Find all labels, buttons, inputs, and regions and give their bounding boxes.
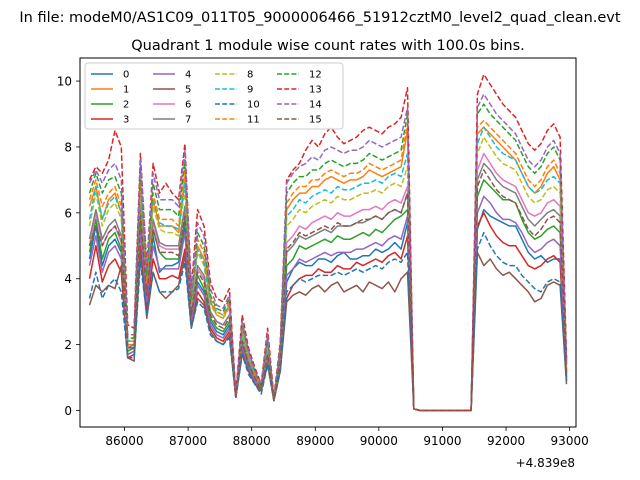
- x-tick-label: 88000: [233, 434, 271, 448]
- series-line-9: [88, 126, 568, 412]
- legend-label-10: 10: [247, 100, 260, 111]
- x-tick-label: 89000: [296, 434, 334, 448]
- x-tick-label: 86000: [105, 434, 143, 448]
- y-tick-label: 4: [64, 272, 72, 286]
- x-offset-label: +4.839e8: [516, 456, 575, 470]
- legend-label-5: 5: [185, 85, 191, 96]
- series-line-6: [88, 152, 568, 412]
- legend-label-14: 14: [309, 100, 322, 111]
- legend-label-15: 15: [309, 115, 322, 126]
- legend-label-8: 8: [247, 70, 253, 81]
- legend-label-2: 2: [123, 100, 129, 111]
- series-line-11: [88, 119, 568, 412]
- x-tick-label: 90000: [360, 434, 398, 448]
- series-line-3: [88, 212, 568, 412]
- series-line-12: [88, 103, 568, 412]
- legend-box: [84, 62, 344, 130]
- plot-frame: [79, 57, 577, 428]
- series-line-13: [88, 73, 568, 412]
- y-tick-label: 10: [57, 75, 72, 89]
- legend-label-6: 6: [185, 100, 191, 111]
- x-tick-label: 92000: [487, 434, 525, 448]
- legend-label-7: 7: [185, 115, 191, 126]
- y-tick-label: 6: [64, 206, 72, 220]
- legend-label-9: 9: [247, 85, 253, 96]
- series-line-15: [88, 169, 568, 412]
- series-line-2: [88, 179, 568, 412]
- x-tick-label: 93000: [551, 434, 589, 448]
- series-line-10: [88, 231, 568, 412]
- series-line-0: [88, 208, 568, 412]
- series-line-5: [88, 251, 568, 412]
- legend-label-13: 13: [309, 85, 322, 96]
- series-line-8: [88, 136, 568, 412]
- y-tick-label: 2: [64, 338, 72, 352]
- y-axis: 0 2 4 6 8 10: [57, 75, 80, 418]
- legend-label-3: 3: [123, 115, 129, 126]
- x-tick-label: 87000: [169, 434, 207, 448]
- figure-suptitle: In file: modeM0/AS1C09_011T05_9000006466…: [19, 10, 620, 26]
- legend-label-12: 12: [309, 70, 322, 81]
- chart-title: Quadrant 1 module wise count rates with …: [131, 38, 525, 54]
- series-line-7: [88, 162, 568, 412]
- legend-label-0: 0: [123, 70, 129, 81]
- x-axis: 86000 87000 88000 89000 90000 91000 92000 93000: [105, 427, 589, 448]
- y-tick-label: 0: [64, 404, 72, 418]
- y-tick-label: 8: [64, 140, 72, 154]
- x-tick-label: 91000: [423, 434, 461, 448]
- legend-label-1: 1: [123, 85, 129, 96]
- series-line-4: [88, 195, 568, 412]
- legend-label-11: 11: [247, 115, 260, 126]
- series-layer: [88, 73, 568, 412]
- series-line-14: [88, 93, 568, 412]
- legend-label-4: 4: [185, 70, 191, 81]
